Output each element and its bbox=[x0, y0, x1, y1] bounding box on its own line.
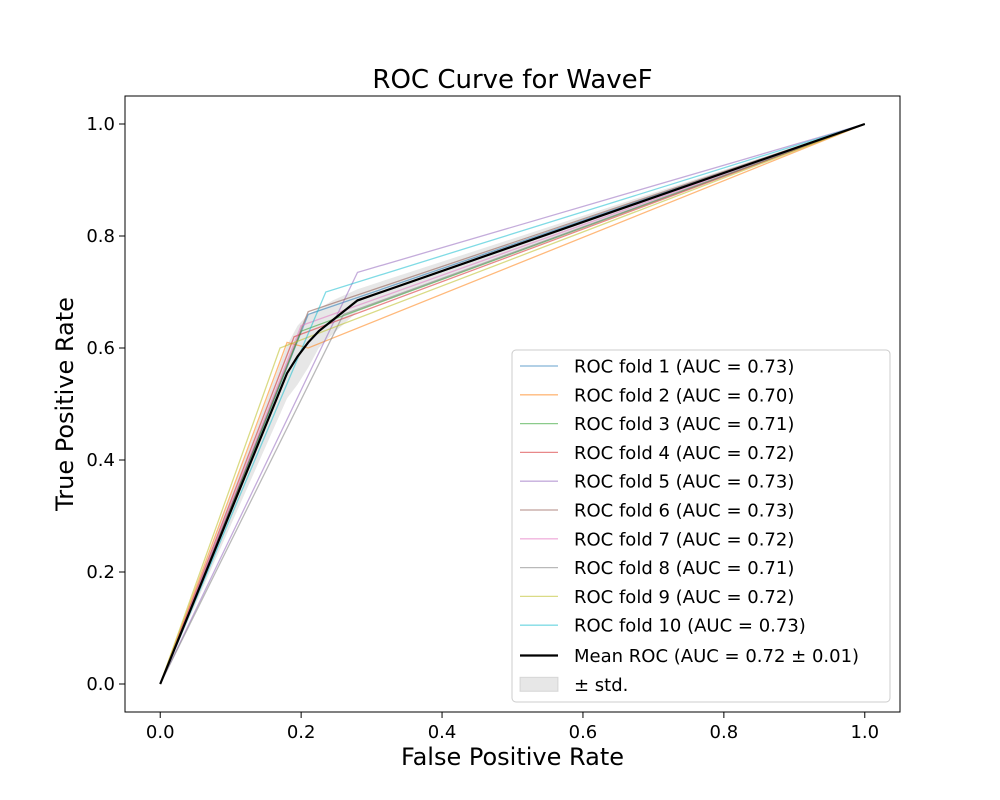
y-tick-label: 0.8 bbox=[86, 226, 115, 247]
legend-label: ROC fold 3 (AUC = 0.71) bbox=[574, 414, 794, 435]
roc-fold-8-line bbox=[159, 123, 865, 685]
legend-swatch-std bbox=[519, 676, 559, 692]
roc-fold-9-line bbox=[159, 123, 866, 685]
plot-area bbox=[159, 122, 866, 685]
legend-label: ROC fold 9 (AUC = 0.72) bbox=[574, 587, 794, 608]
chart-title: ROC Curve for WaveF bbox=[372, 65, 652, 95]
x-tick-label: 0.2 bbox=[287, 722, 316, 743]
legend-label: ROC fold 4 (AUC = 0.72) bbox=[574, 443, 794, 464]
legend-label: ROC fold 1 (AUC = 0.73) bbox=[574, 357, 794, 378]
y-axis-label: True Positive Rate bbox=[51, 297, 79, 512]
axes: 0.0 0.2 0.4 0.6 0.8 1.0 0.0 0.2 0.4 0.6 0.8 1.0 bbox=[86, 95, 901, 743]
x-tick-label: 0.6 bbox=[569, 722, 598, 743]
y-tick-label: 0.2 bbox=[86, 562, 115, 583]
plot-frame bbox=[124, 95, 901, 713]
legend-label: ROC fold 6 (AUC = 0.73) bbox=[574, 501, 794, 522]
x-axis-label: False Positive Rate bbox=[401, 743, 624, 771]
roc-fold-5-line bbox=[159, 123, 865, 685]
roc-fold-7-line bbox=[159, 123, 865, 685]
legend-label: ROC fold 8 (AUC = 0.71) bbox=[574, 558, 794, 579]
x-tick-label: 0.0 bbox=[146, 722, 175, 743]
y-tick-label: 1.0 bbox=[86, 114, 115, 135]
legend: ROC fold 1 (AUC = 0.73) ROC fold 2 (AUC =… bbox=[511, 349, 891, 703]
mean-roc-line bbox=[159, 122, 866, 685]
legend-label: ROC fold 7 (AUC = 0.72) bbox=[574, 529, 794, 550]
roc-fold-4-line bbox=[159, 123, 865, 685]
legend-label: ROC fold 5 (AUC = 0.73) bbox=[574, 472, 794, 493]
x-tick-label: 0.4 bbox=[428, 722, 457, 743]
legend-box bbox=[511, 349, 891, 703]
x-tick-label: 0.8 bbox=[710, 722, 739, 743]
legend-label: Mean ROC (AUC = 0.72 ± 0.01) bbox=[574, 646, 859, 667]
x-tick-label: 1.0 bbox=[850, 722, 879, 743]
roc-fold-2-line bbox=[159, 123, 866, 685]
legend-label: ROC fold 10 (AUC = 0.73) bbox=[574, 616, 806, 637]
y-tick-label: 0.0 bbox=[86, 674, 115, 695]
legend-label: ± std. bbox=[574, 675, 628, 696]
roc-fold-10-line bbox=[159, 123, 865, 685]
legend-label: ROC fold 2 (AUC = 0.70) bbox=[574, 385, 794, 406]
y-tick-label: 0.4 bbox=[86, 450, 115, 471]
y-tick-label: 0.6 bbox=[86, 338, 115, 359]
